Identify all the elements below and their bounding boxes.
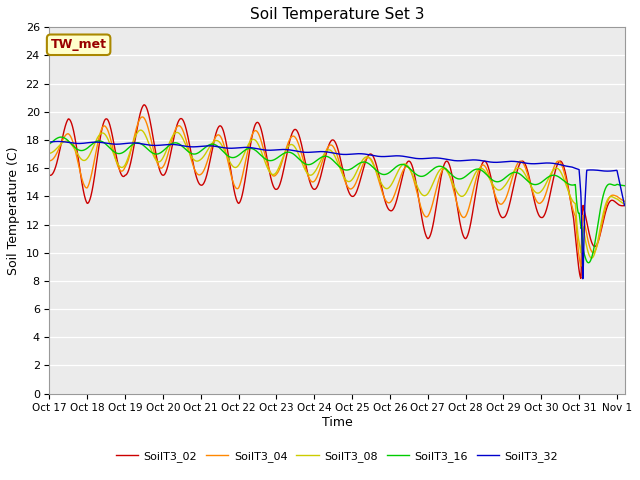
- SoilT3_32: [76, 141, 83, 146]
- SoilT3_04: [621, 198, 628, 204]
- SoilT3_02: [45, 172, 53, 178]
- SoilT3_08: [499, 185, 506, 191]
- SoilT3_16: [499, 177, 506, 183]
- Legend: SoilT3_02, SoilT3_04, SoilT3_08, SoilT3_16, SoilT3_32: SoilT3_02, SoilT3_04, SoilT3_08, SoilT3_…: [111, 447, 563, 467]
- SoilT3_32: [604, 168, 612, 174]
- SoilT3_16: [605, 181, 612, 187]
- SoilT3_32: [54, 139, 62, 144]
- SoilT3_16: [585, 260, 593, 265]
- SoilT3_04: [45, 158, 53, 164]
- SoilT3_02: [326, 141, 333, 147]
- SoilT3_32: [621, 203, 628, 208]
- SoilT3_16: [326, 155, 333, 160]
- SoilT3_08: [45, 151, 53, 156]
- SoilT3_32: [605, 168, 612, 174]
- SoilT3_08: [605, 195, 612, 201]
- SoilT3_08: [310, 170, 318, 176]
- SoilT3_32: [579, 276, 587, 282]
- Line: SoilT3_04: SoilT3_04: [49, 117, 625, 266]
- SoilT3_16: [621, 183, 628, 189]
- Line: SoilT3_08: SoilT3_08: [49, 130, 625, 258]
- SoilT3_04: [326, 143, 333, 148]
- SoilT3_32: [45, 139, 53, 145]
- SoilT3_16: [76, 147, 83, 153]
- SoilT3_08: [137, 127, 145, 133]
- SoilT3_32: [326, 149, 333, 155]
- X-axis label: Time: Time: [322, 416, 353, 429]
- Title: Soil Temperature Set 3: Soil Temperature Set 3: [250, 7, 424, 22]
- SoilT3_02: [140, 102, 148, 108]
- SoilT3_02: [499, 215, 506, 220]
- SoilT3_08: [588, 255, 596, 261]
- SoilT3_32: [310, 149, 318, 155]
- SoilT3_02: [605, 201, 612, 207]
- Y-axis label: Soil Temperature (C): Soil Temperature (C): [7, 146, 20, 275]
- SoilT3_02: [75, 159, 83, 165]
- SoilT3_04: [310, 179, 318, 184]
- SoilT3_16: [57, 134, 65, 140]
- SoilT3_16: [604, 182, 612, 188]
- SoilT3_16: [45, 141, 53, 147]
- SoilT3_04: [138, 114, 146, 120]
- SoilT3_08: [604, 196, 612, 202]
- SoilT3_04: [604, 197, 612, 203]
- SoilT3_16: [310, 159, 318, 165]
- SoilT3_02: [621, 203, 628, 208]
- SoilT3_04: [605, 197, 612, 203]
- Line: SoilT3_02: SoilT3_02: [49, 105, 625, 278]
- SoilT3_04: [75, 163, 83, 169]
- Line: SoilT3_32: SoilT3_32: [49, 142, 625, 279]
- SoilT3_04: [499, 201, 506, 206]
- Text: TW_met: TW_met: [51, 38, 107, 51]
- SoilT3_32: [499, 159, 506, 165]
- Line: SoilT3_16: SoilT3_16: [49, 137, 625, 263]
- SoilT3_08: [621, 202, 628, 207]
- SoilT3_08: [326, 147, 333, 153]
- SoilT3_02: [604, 202, 612, 207]
- SoilT3_02: [310, 186, 318, 192]
- SoilT3_04: [577, 264, 584, 269]
- SoilT3_08: [75, 153, 83, 159]
- SoilT3_02: [577, 276, 584, 281]
